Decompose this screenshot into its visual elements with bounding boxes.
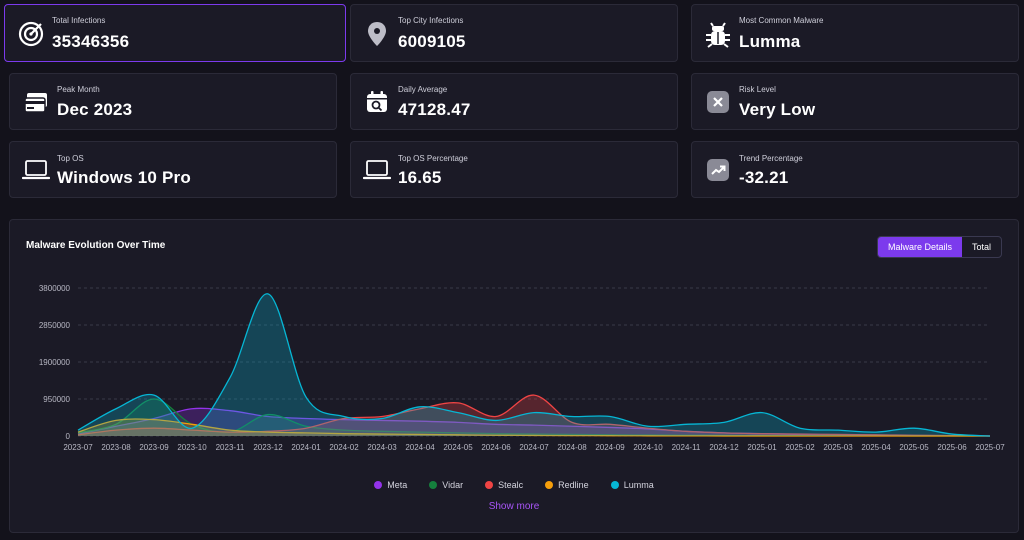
stat-label: Trend Percentage bbox=[739, 154, 803, 163]
stat-card-top-os[interactable]: Top OS Windows 10 Pro bbox=[9, 141, 337, 198]
stat-label: Most Common Malware bbox=[739, 16, 824, 25]
x-tick-label: 2023-08 bbox=[101, 443, 131, 452]
stat-value: Lumma bbox=[739, 32, 801, 51]
x-tick-label: 2024-07 bbox=[519, 443, 549, 452]
stat-card-peak-month[interactable]: Peak Month Dec 2023 bbox=[9, 73, 337, 130]
legend-dot-icon bbox=[610, 481, 619, 489]
stat-value: 47128.47 bbox=[398, 100, 471, 119]
show-more-link[interactable]: Show more bbox=[488, 501, 540, 512]
x-tick-label: 2025-06 bbox=[937, 443, 967, 452]
stat-card-risk-level[interactable]: Risk Level Very Low bbox=[691, 73, 1019, 130]
x-tick-label: 2023-09 bbox=[139, 443, 169, 452]
stat-card-common-malware[interactable]: Most Common Malware Lumma bbox=[691, 4, 1019, 62]
chart-legend: Meta Vidar Stealc Redline Lumma bbox=[10, 480, 1018, 490]
stat-card-trend-percentage[interactable]: Trend Percentage -32.21 bbox=[691, 141, 1019, 198]
stat-value: 6009105 bbox=[398, 32, 466, 51]
x-tick-label: 2024-10 bbox=[633, 443, 663, 452]
series-line-redline bbox=[77, 418, 990, 437]
legend-item-vidar[interactable]: Vidar bbox=[429, 480, 463, 490]
stat-value: Dec 2023 bbox=[57, 100, 133, 119]
legend-dot-icon bbox=[429, 481, 438, 489]
stat-label: Top City Infections bbox=[398, 16, 464, 25]
x-tick-label: 2024-06 bbox=[481, 443, 511, 452]
series-area-stealc bbox=[78, 395, 990, 436]
series-line-lumma bbox=[77, 293, 991, 437]
legend-item-lumma[interactable]: Lumma bbox=[610, 480, 654, 490]
total-tab[interactable]: Total bbox=[971, 242, 991, 252]
malware-evolution-chart-card: Malware Evolution Over Time Malware Deta… bbox=[9, 219, 1019, 533]
laptop-icon bbox=[363, 156, 391, 184]
y-tick-label: 1900000 bbox=[39, 358, 71, 367]
bug-icon bbox=[704, 20, 732, 48]
x-square-icon bbox=[704, 88, 732, 116]
x-tick-label: 2023-07 bbox=[63, 443, 93, 452]
y-tick-label: 2850000 bbox=[39, 321, 71, 330]
series-area-redline bbox=[78, 419, 990, 436]
legend-label: Meta bbox=[387, 480, 408, 490]
stat-value: Windows 10 Pro bbox=[57, 168, 191, 187]
trend-up-icon bbox=[704, 156, 732, 184]
x-tick-label: 2025-03 bbox=[823, 443, 853, 452]
legend-dot-icon bbox=[374, 481, 383, 489]
x-tick-label: 2025-07 bbox=[975, 443, 1005, 452]
stat-card-top-city[interactable]: Top City Infections 6009105 bbox=[350, 4, 678, 62]
x-tick-label: 2023-11 bbox=[216, 443, 245, 452]
legend-item-meta[interactable]: Meta bbox=[374, 480, 407, 490]
x-tick-label: 2025-01 bbox=[747, 443, 777, 452]
legend-label: Stealc bbox=[498, 480, 524, 490]
x-tick-label: 2024-01 bbox=[291, 443, 321, 452]
stat-label: Total Infections bbox=[52, 16, 106, 25]
series-area-meta bbox=[78, 408, 990, 436]
x-tick-label: 2024-08 bbox=[557, 443, 587, 452]
stat-card-top-os-percentage[interactable]: Top OS Percentage 16.65 bbox=[350, 141, 678, 198]
calendar-search-icon bbox=[363, 88, 391, 116]
series-line-stealc bbox=[77, 394, 991, 437]
stat-value: 16.65 bbox=[398, 168, 442, 187]
series-area-lumma bbox=[78, 293, 990, 436]
stat-value: -32.21 bbox=[739, 168, 789, 187]
stat-label: Peak Month bbox=[57, 85, 100, 94]
legend-label: Lumma bbox=[623, 480, 654, 490]
stat-value: Very Low bbox=[739, 100, 816, 119]
x-tick-label: 2024-09 bbox=[595, 443, 625, 452]
x-tick-label: 2023-12 bbox=[253, 443, 283, 452]
stat-value: 35346356 bbox=[52, 32, 130, 51]
chart-title: Malware Evolution Over Time bbox=[26, 240, 166, 251]
target-icon bbox=[17, 20, 45, 48]
legend-dot-icon bbox=[545, 481, 554, 489]
legend-label: Vidar bbox=[442, 480, 464, 490]
x-tick-label: 2024-05 bbox=[443, 443, 473, 452]
legend-label: Redline bbox=[558, 480, 589, 490]
y-tick-label: 950000 bbox=[43, 395, 70, 404]
map-pin-icon bbox=[363, 20, 391, 48]
stat-label: Top OS Percentage bbox=[398, 154, 468, 163]
stat-label: Risk Level bbox=[739, 85, 776, 94]
x-tick-label: 2024-03 bbox=[367, 443, 397, 452]
x-tick-label: 2024-12 bbox=[709, 443, 739, 452]
legend-item-stealc[interactable]: Stealc bbox=[485, 480, 523, 490]
malware-details-tab[interactable]: Malware Details bbox=[877, 237, 962, 257]
legend-item-redline[interactable]: Redline bbox=[545, 480, 589, 490]
stat-label: Daily Average bbox=[398, 85, 448, 94]
x-tick-label: 2024-04 bbox=[405, 443, 435, 452]
malware-area-chart: 0 950000 1900000 2850000 3800000 2023-07 2023… bbox=[39, 284, 1005, 452]
y-tick-label: 0 bbox=[66, 432, 71, 441]
stat-card-daily-average[interactable]: Daily Average 47128.47 bbox=[350, 73, 678, 130]
x-tick-label: 2024-02 bbox=[329, 443, 359, 452]
x-tick-label: 2025-02 bbox=[785, 443, 815, 452]
x-tick-label: 2025-05 bbox=[899, 443, 929, 452]
x-tick-label: 2025-04 bbox=[861, 443, 891, 452]
chart-view-toggle: Malware Details Total bbox=[876, 236, 1002, 258]
legend-dot-icon bbox=[485, 481, 494, 489]
x-tick-label: 2023-10 bbox=[177, 443, 207, 452]
x-tick-label: 2024-11 bbox=[672, 443, 701, 452]
laptop-icon bbox=[22, 156, 50, 184]
cards-icon bbox=[22, 88, 50, 116]
stat-label: Top OS bbox=[57, 154, 84, 163]
stat-card-total-infections[interactable]: Total Infections 35346356 bbox=[4, 4, 346, 62]
y-tick-label: 3800000 bbox=[39, 284, 71, 293]
